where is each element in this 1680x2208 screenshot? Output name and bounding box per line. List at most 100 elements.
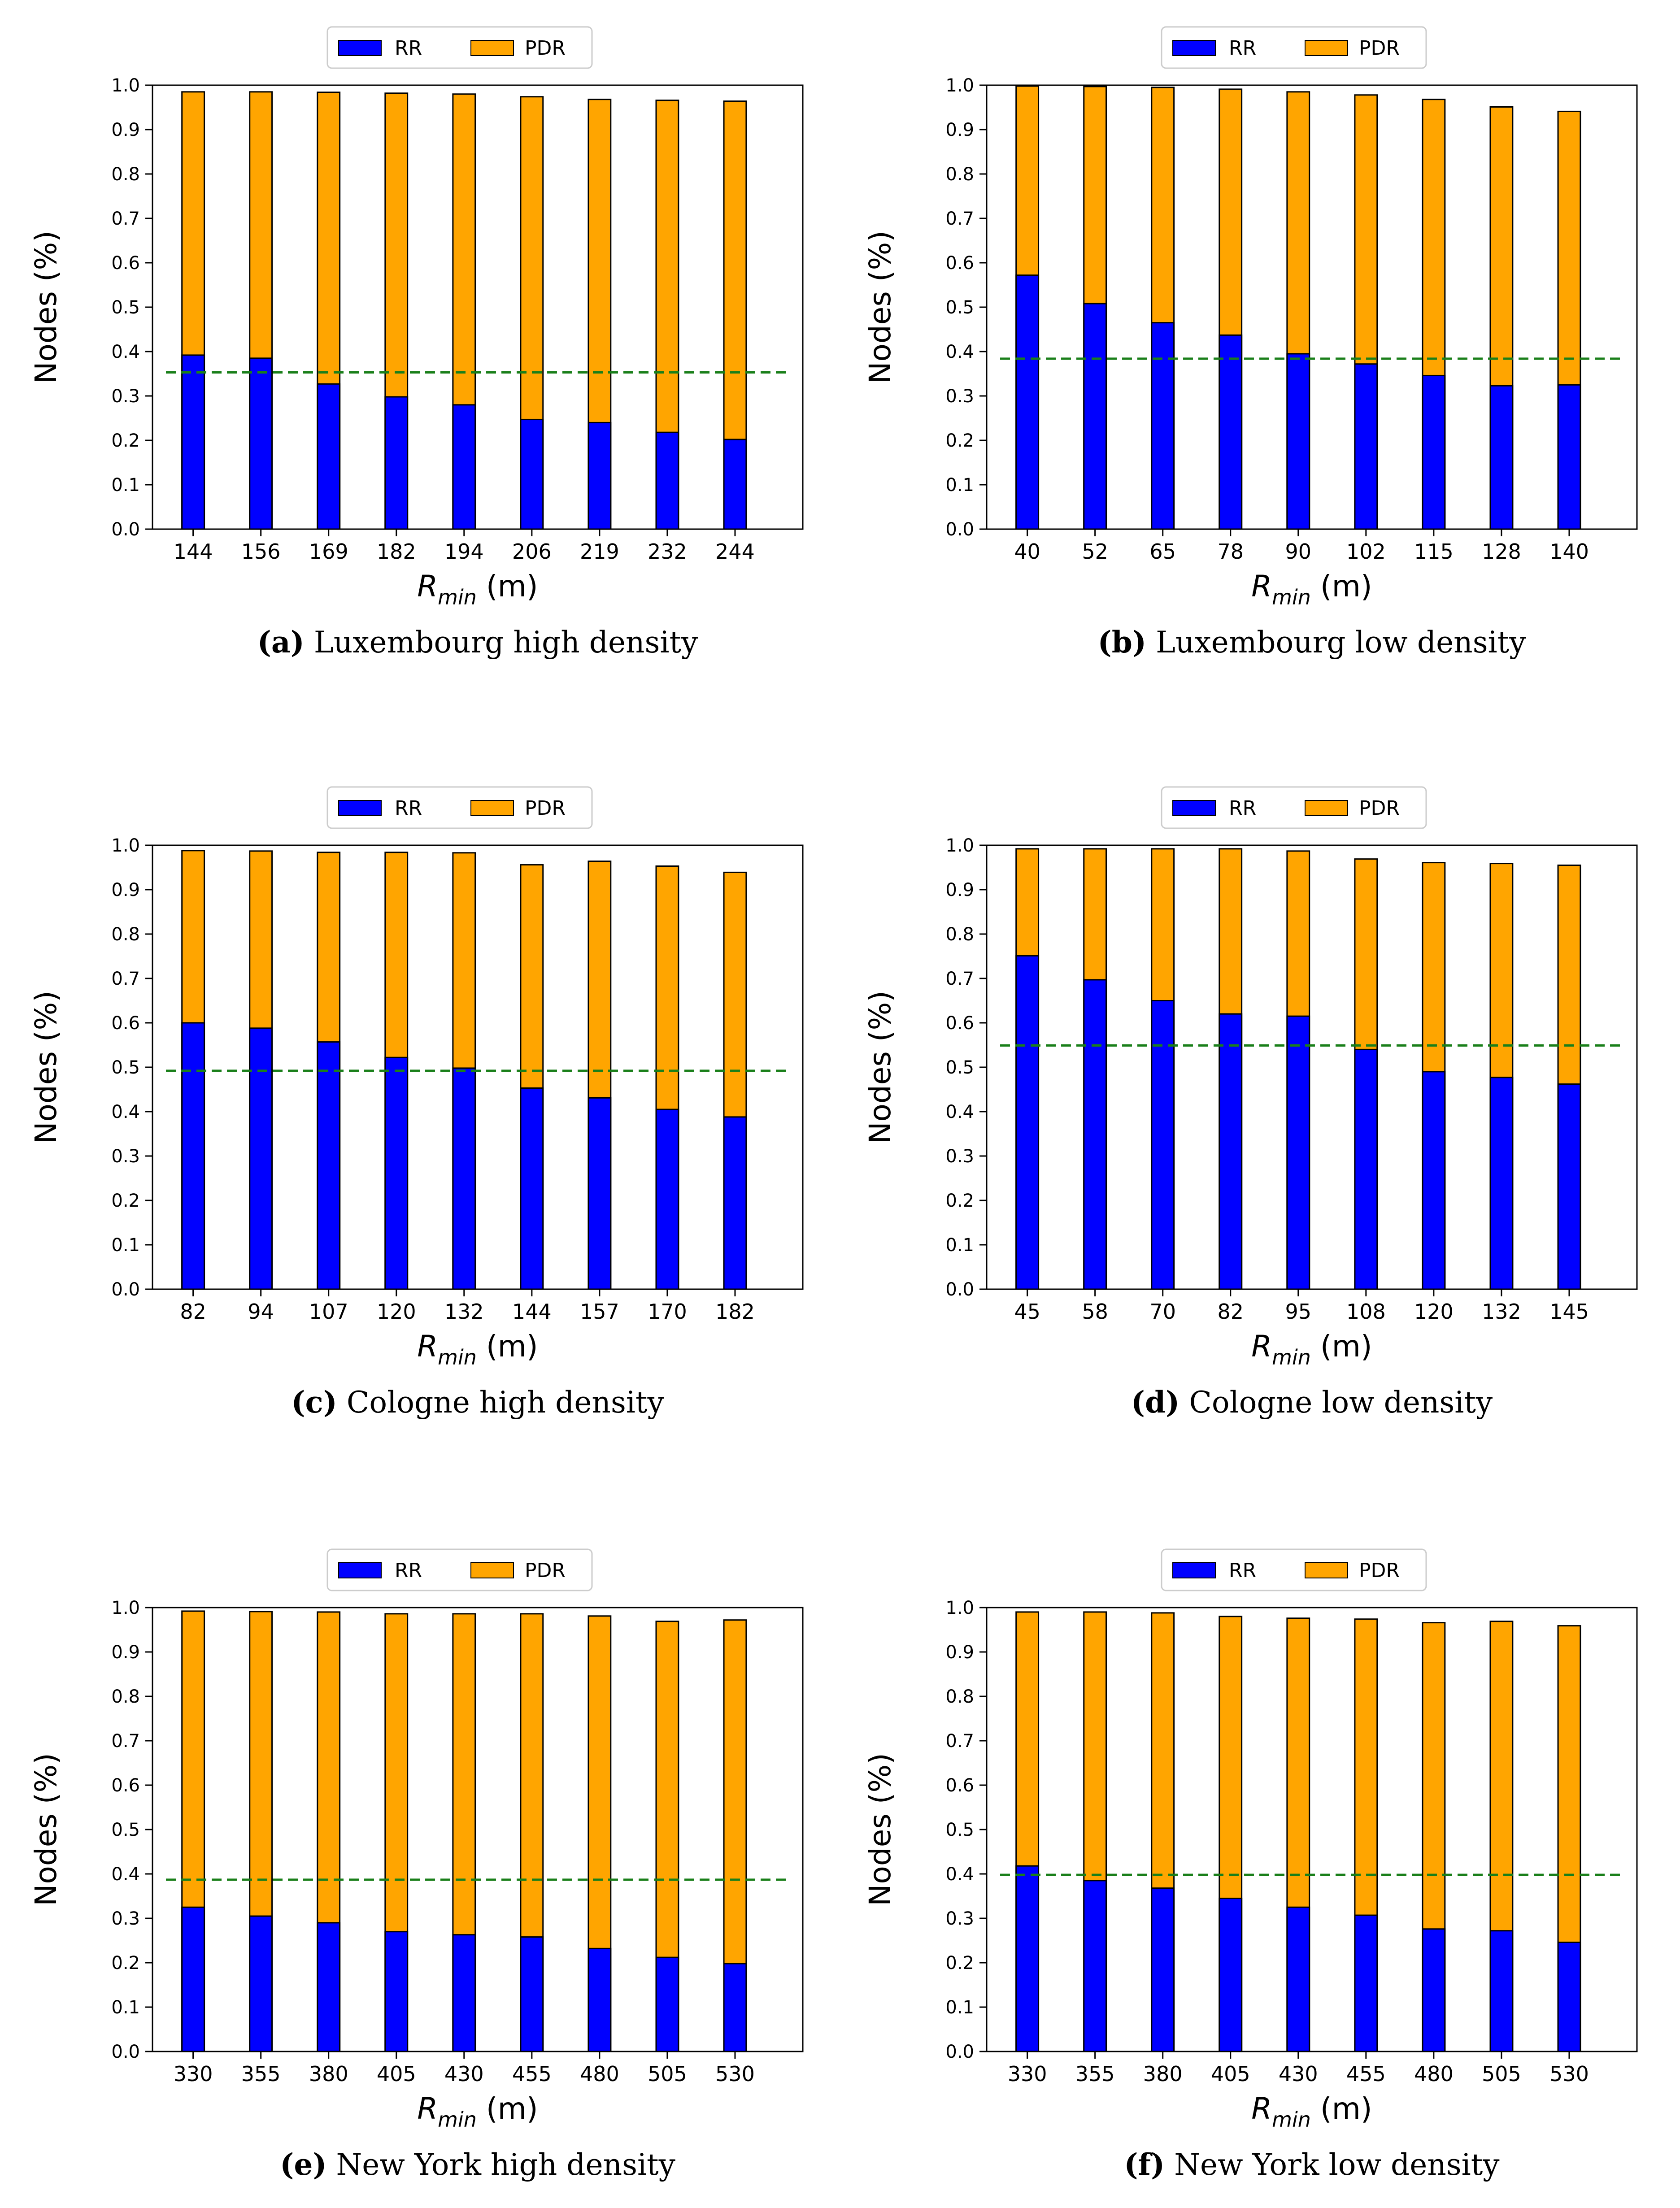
legend-label-pdr: PDR — [1359, 37, 1400, 60]
bar-rr — [1151, 1000, 1175, 1290]
y-tick-label: 0.7 — [945, 209, 974, 229]
y-tick-label: 0.2 — [111, 430, 140, 451]
x-tick-label: 120 — [1414, 1300, 1454, 1324]
x-tick-label: 505 — [648, 2062, 687, 2086]
x-tick-label: 144 — [174, 539, 213, 564]
bar-rr — [1489, 1077, 1514, 1290]
y-tick-label: 0.9 — [945, 1642, 974, 1663]
x-axis-title: Rmin (m) — [1251, 2091, 1372, 2132]
x-tick-label: 355 — [241, 2062, 281, 2086]
y-tick-label: 0.3 — [111, 386, 140, 407]
bar-rr — [452, 1934, 476, 2052]
bar-rr — [317, 383, 341, 530]
x-tick-label: 58 — [1082, 1300, 1108, 1324]
x-tick-label: 232 — [648, 539, 687, 564]
x-tick-label: 132 — [444, 1300, 484, 1324]
y-tick-label: 0.8 — [111, 924, 140, 945]
y-tick-label: 0.0 — [945, 2042, 974, 2062]
x-axis-unit: (m) — [477, 569, 538, 604]
bar-rr — [520, 418, 544, 530]
legend-label-rr: RR — [1229, 37, 1256, 60]
y-tick-label: 0.5 — [111, 297, 140, 318]
y-tick-label: 0.8 — [945, 164, 974, 185]
legend-swatch-rr — [338, 40, 382, 56]
bar-rr — [1422, 374, 1446, 530]
bar-rr — [588, 422, 612, 530]
x-axis-unit: (m) — [1311, 1329, 1372, 1364]
x-tick-label: 170 — [648, 1300, 687, 1324]
x-tick-label: 330 — [174, 2062, 213, 2086]
chart-panel-a: 0.0 0.1 0.2 0.3 0.4 0.5 0.6 0.7 0.8 0.9 1.0 144 156 1… — [29, 26, 804, 660]
y-tick-label: 0.3 — [945, 1908, 974, 1929]
bar-rr — [1489, 385, 1514, 530]
x-tick-label: 380 — [309, 2062, 348, 2086]
panel-letter: (a) — [257, 625, 305, 660]
bar-rr — [1422, 1071, 1446, 1290]
x-axis-subscript: min — [1272, 2108, 1311, 2132]
y-tick-label: 0.1 — [111, 1997, 140, 2018]
x-tick-label: 82 — [1217, 1300, 1244, 1324]
x-axis-symbol: R — [417, 569, 438, 604]
y-tick-label: 0.4 — [945, 342, 974, 362]
x-axis-unit: (m) — [477, 2091, 538, 2126]
y-tick-label: 0.7 — [111, 1731, 140, 1752]
x-axis-title: Rmin (m) — [417, 1329, 538, 1369]
y-tick-label: 0.6 — [945, 1775, 974, 1796]
y-tick-label: 0.2 — [945, 1191, 974, 1211]
y-tick-label: 1.0 — [945, 1598, 974, 1618]
panel-letter: (e) — [280, 2147, 326, 2182]
bar-rr — [520, 1087, 544, 1290]
x-tick-label: 182 — [377, 539, 416, 564]
y-tick-label: 1.0 — [111, 835, 140, 856]
x-tick-label: 405 — [377, 2062, 416, 2086]
y-tick-label: 0.5 — [945, 1057, 974, 1078]
y-tick-label: 0.0 — [945, 519, 974, 540]
bar-rr — [249, 1027, 273, 1290]
x-tick-label: 480 — [580, 2062, 619, 2086]
bar-rr — [1015, 1865, 1040, 2052]
x-tick-label: 94 — [248, 1300, 274, 1324]
panel-caption-text: New York high density — [327, 2147, 676, 2182]
x-tick-label: 194 — [444, 539, 484, 564]
legend-box — [326, 26, 593, 69]
x-tick-label: 405 — [1211, 2062, 1250, 2086]
x-axis-title: Rmin (m) — [1251, 569, 1372, 609]
x-tick-label: 505 — [1482, 2062, 1521, 2086]
x-tick-label: 140 — [1549, 539, 1589, 564]
chart-panel-c: 0.0 0.1 0.2 0.3 0.4 0.5 0.6 0.7 0.8 0.9 1.0 82 94 107… — [29, 786, 804, 1420]
panel-caption: (e) New York high density — [280, 2147, 675, 2182]
bar-rr — [1354, 1048, 1378, 1290]
y-tick-label: 0.5 — [945, 297, 974, 318]
x-tick-label: 530 — [1549, 2062, 1589, 2086]
legend-swatch-rr — [338, 800, 382, 816]
panel-caption-text: Luxembourg low density — [1146, 625, 1526, 660]
x-tick-label: 206 — [512, 539, 552, 564]
x-tick-label: 95 — [1285, 1300, 1312, 1324]
x-tick-label: 330 — [1008, 2062, 1047, 2086]
x-tick-label: 430 — [1279, 2062, 1318, 2086]
bar-rr — [1083, 979, 1107, 1290]
panel-letter: (c) — [291, 1385, 337, 1420]
panel-letter: (b) — [1098, 625, 1147, 660]
x-axis-title: Rmin (m) — [417, 2091, 538, 2132]
bar-rr — [1219, 1013, 1243, 1290]
x-tick-label: 169 — [309, 539, 348, 564]
y-tick-label: 1.0 — [945, 75, 974, 96]
legend-label-pdr: PDR — [525, 37, 566, 60]
bar-rr — [1015, 274, 1040, 530]
panel-letter: (f) — [1124, 2147, 1165, 2182]
y-tick-label: 0.6 — [111, 1775, 140, 1796]
bar-rr — [1489, 1930, 1514, 2052]
bar-rr — [1083, 1880, 1107, 2052]
y-tick-label: 0.4 — [945, 1102, 974, 1122]
bar-rr — [452, 404, 476, 530]
bar-rr — [249, 1915, 273, 2052]
bar-rr — [723, 439, 747, 530]
bar-rr — [384, 1931, 409, 2052]
bar-rr — [1557, 1083, 1581, 1290]
x-tick-label: 480 — [1414, 2062, 1454, 2086]
x-tick-label: 115 — [1414, 539, 1454, 564]
y-axis-title: Nodes (%) — [863, 230, 897, 384]
y-tick-label: 0.3 — [111, 1146, 140, 1167]
y-tick-label: 0.7 — [111, 969, 140, 989]
